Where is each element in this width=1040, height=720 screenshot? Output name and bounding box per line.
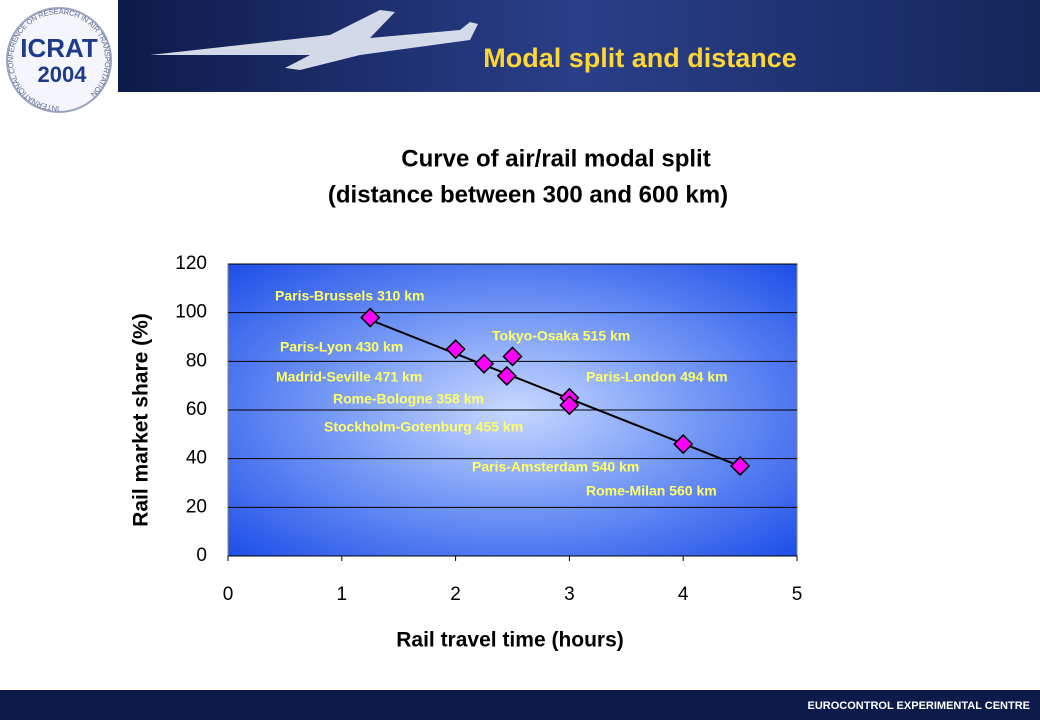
data-point [473,353,495,374]
y-tick-label: 40 [186,448,207,469]
y-tick-label: 0 [196,545,207,566]
point-label: Paris-London 494 km [586,369,728,385]
footer-bar [0,690,1040,720]
slide-title: Modal split and distance [483,43,797,73]
logo-year: 2004 [38,62,88,87]
plane-icon [150,10,478,70]
point-label: Madrid-Seville 471 km [276,369,422,385]
chart-subtitle: (distance between 300 and 600 km) [328,181,728,208]
y-tick-label: 60 [186,399,207,420]
point-label: Stockholm-Gotenburg 455 km [324,419,523,435]
point-label: Rome-Bologne 358 km [333,391,484,407]
x-tick-label: 4 [678,584,689,605]
x-tick-label: 2 [450,584,461,605]
x-tick-label: 1 [337,584,348,605]
point-label: Paris-Lyon 430 km [280,339,403,355]
logo-name: ICRAT [20,33,98,63]
logo-ring [6,7,112,113]
x-axis-label: Rail travel time (hours) [396,629,624,652]
chart-title: Curve of air/rail modal split [401,145,710,172]
y-tick-label: 100 [175,302,207,323]
data-point [360,307,381,328]
data-point [445,339,466,360]
y-axis-label: Rail market share (%) [130,313,153,527]
y-tick-label: 120 [175,253,207,274]
point-label: Tokyo-Osaka 515 km [492,328,630,344]
y-tick-label: 20 [186,496,207,517]
data-point [559,395,580,416]
x-tick-label: 5 [792,584,803,605]
x-tick-label: 0 [223,584,234,605]
y-tick-label: 80 [186,350,207,371]
data-point [730,455,751,477]
point-label: Rome-Milan 560 km [586,483,717,499]
data-point [673,434,694,455]
footer-text: EUROCONTROL EXPERIMENTAL CENTRE [808,700,1030,712]
data-point [496,365,517,386]
point-label: Paris-Brussels 310 km [275,288,424,304]
x-tick-label: 3 [564,584,575,605]
data-point [502,346,523,367]
point-label: Paris-Amsterdam 540 km [472,459,639,475]
